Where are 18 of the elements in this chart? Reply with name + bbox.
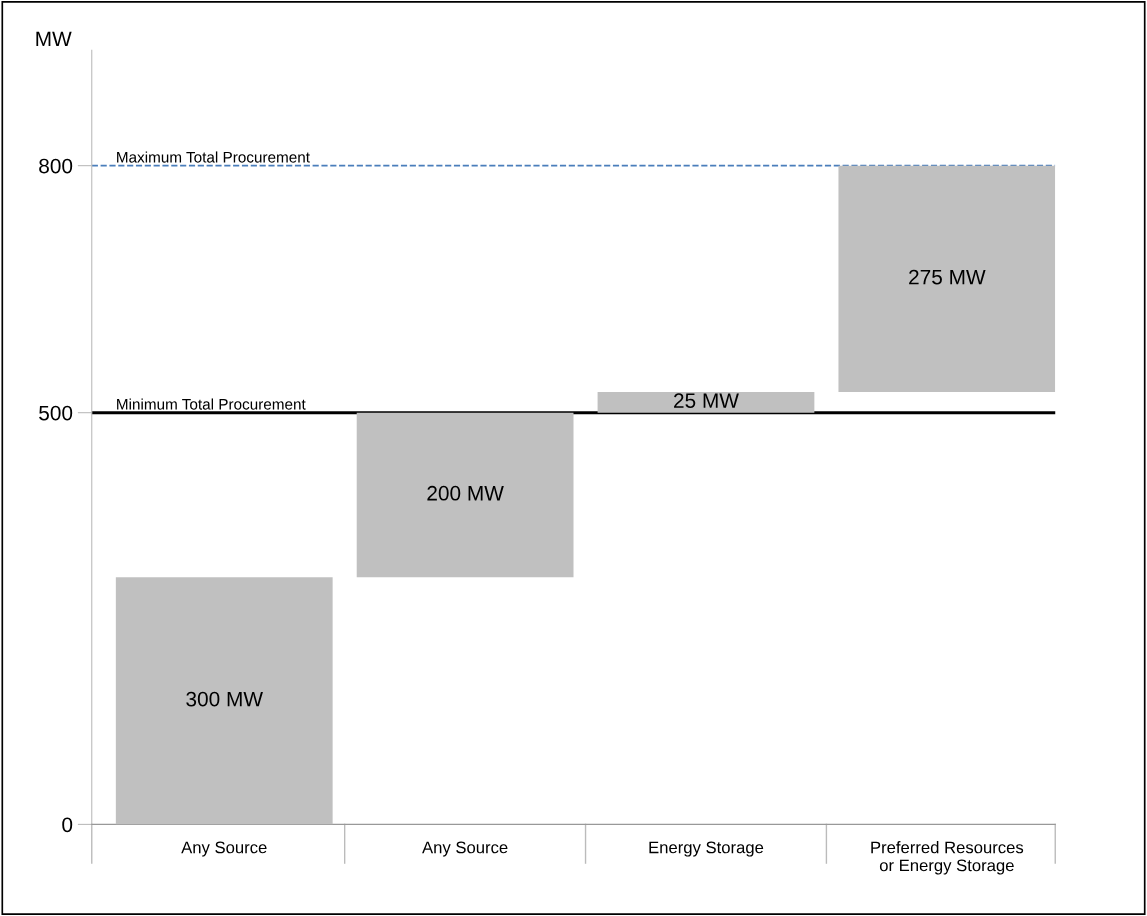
ref-line-label: Minimum Total Procurement (117, 398, 306, 410)
data-label: 25 MW (674, 393, 739, 408)
data-label: 200 MW (427, 485, 504, 501)
bar (597, 392, 815, 413)
x-tick-label: Any Source (422, 841, 508, 857)
x-tick-label: Any Source (181, 841, 267, 857)
data-label: 275 MW (909, 269, 986, 285)
x-tick-label: Preferred Resources or Energy Storage (871, 841, 1024, 875)
y-tick-label: 800 (39, 158, 73, 174)
y-axis-title: MW (36, 31, 72, 47)
x-tick-label: Energy Storage (649, 841, 764, 857)
bar (115, 577, 333, 825)
data-label: 300 MW (186, 691, 263, 707)
bar (838, 165, 1056, 393)
y-tick-label: 500 (39, 405, 73, 421)
ref-line-label: Maximum Total Procurement (117, 151, 310, 163)
bar (356, 412, 574, 578)
y-tick-label: 0 (62, 817, 73, 833)
